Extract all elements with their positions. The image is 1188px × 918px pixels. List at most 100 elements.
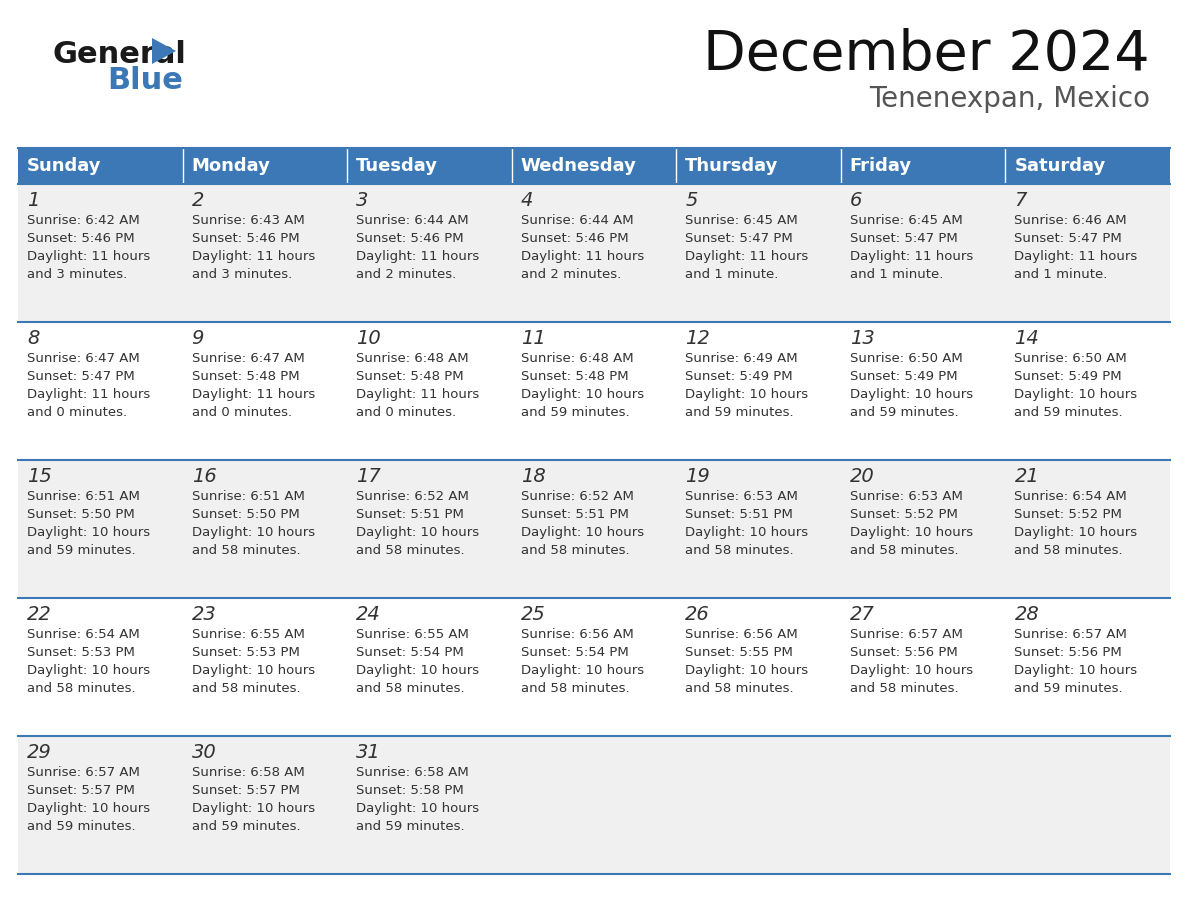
Text: 7: 7	[1015, 191, 1026, 210]
Text: Sunday: Sunday	[27, 157, 101, 175]
Bar	[347, 460, 512, 598]
Bar	[1005, 184, 1170, 322]
Bar	[676, 598, 841, 736]
Bar	[18, 148, 183, 184]
Bar	[1005, 148, 1170, 184]
Bar	[512, 460, 676, 598]
Text: 13: 13	[849, 329, 874, 348]
Text: Sunrise: 6:50 AM: Sunrise: 6:50 AM	[1015, 352, 1127, 365]
Bar	[676, 460, 841, 598]
Bar	[183, 322, 347, 460]
Text: Daylight: 10 hours: Daylight: 10 hours	[685, 388, 808, 401]
Text: Daylight: 10 hours: Daylight: 10 hours	[849, 388, 973, 401]
Bar	[18, 322, 183, 460]
Text: 4: 4	[520, 191, 533, 210]
Text: and 58 minutes.: and 58 minutes.	[27, 682, 135, 695]
Text: Sunset: 5:58 PM: Sunset: 5:58 PM	[356, 784, 463, 797]
Bar	[347, 184, 512, 322]
Text: 20: 20	[849, 467, 874, 486]
Text: Sunrise: 6:46 AM: Sunrise: 6:46 AM	[1015, 214, 1127, 227]
Bar	[18, 598, 183, 736]
Text: and 58 minutes.: and 58 minutes.	[1015, 544, 1123, 557]
Text: Daylight: 10 hours: Daylight: 10 hours	[849, 664, 973, 677]
Text: Sunrise: 6:57 AM: Sunrise: 6:57 AM	[1015, 628, 1127, 641]
Text: Daylight: 10 hours: Daylight: 10 hours	[191, 802, 315, 815]
Text: 21: 21	[1015, 467, 1040, 486]
Text: and 3 minutes.: and 3 minutes.	[27, 268, 127, 281]
Text: Sunset: 5:53 PM: Sunset: 5:53 PM	[191, 646, 299, 659]
Text: 23: 23	[191, 605, 216, 624]
Text: 1: 1	[27, 191, 39, 210]
Text: 2: 2	[191, 191, 204, 210]
Text: and 1 minute.: and 1 minute.	[849, 268, 943, 281]
Text: Sunset: 5:54 PM: Sunset: 5:54 PM	[356, 646, 463, 659]
Text: Daylight: 10 hours: Daylight: 10 hours	[849, 526, 973, 539]
Bar	[676, 184, 841, 322]
Bar	[347, 736, 512, 874]
Text: Daylight: 10 hours: Daylight: 10 hours	[27, 802, 150, 815]
Text: 18: 18	[520, 467, 545, 486]
Text: and 2 minutes.: and 2 minutes.	[356, 268, 456, 281]
Text: Daylight: 10 hours: Daylight: 10 hours	[191, 526, 315, 539]
Text: Sunset: 5:46 PM: Sunset: 5:46 PM	[191, 232, 299, 245]
Text: Daylight: 10 hours: Daylight: 10 hours	[520, 388, 644, 401]
Text: Sunset: 5:56 PM: Sunset: 5:56 PM	[1015, 646, 1123, 659]
Bar	[841, 322, 1005, 460]
Text: Sunset: 5:48 PM: Sunset: 5:48 PM	[191, 370, 299, 383]
Bar	[676, 322, 841, 460]
Text: Tenenexpan, Mexico: Tenenexpan, Mexico	[868, 85, 1150, 113]
Text: Sunrise: 6:45 AM: Sunrise: 6:45 AM	[849, 214, 962, 227]
Text: Sunset: 5:47 PM: Sunset: 5:47 PM	[849, 232, 958, 245]
Text: Blue: Blue	[107, 66, 183, 95]
Text: Sunset: 5:51 PM: Sunset: 5:51 PM	[685, 508, 794, 521]
Text: and 59 minutes.: and 59 minutes.	[191, 820, 301, 833]
Text: Daylight: 10 hours: Daylight: 10 hours	[520, 664, 644, 677]
Text: Thursday: Thursday	[685, 157, 778, 175]
Text: Sunset: 5:47 PM: Sunset: 5:47 PM	[27, 370, 134, 383]
Text: Sunrise: 6:54 AM: Sunrise: 6:54 AM	[27, 628, 140, 641]
Text: Tuesday: Tuesday	[356, 157, 438, 175]
Text: and 0 minutes.: and 0 minutes.	[27, 406, 127, 419]
Text: 17: 17	[356, 467, 381, 486]
Text: Monday: Monday	[191, 157, 271, 175]
Text: Daylight: 11 hours: Daylight: 11 hours	[27, 250, 150, 263]
Text: Sunrise: 6:51 AM: Sunrise: 6:51 AM	[191, 490, 304, 503]
Text: Sunset: 5:50 PM: Sunset: 5:50 PM	[27, 508, 134, 521]
Text: Friday: Friday	[849, 157, 912, 175]
Text: Daylight: 10 hours: Daylight: 10 hours	[1015, 526, 1138, 539]
Text: and 59 minutes.: and 59 minutes.	[685, 406, 794, 419]
Text: and 2 minutes.: and 2 minutes.	[520, 268, 621, 281]
Text: Daylight: 11 hours: Daylight: 11 hours	[356, 388, 480, 401]
Bar	[183, 460, 347, 598]
Text: and 3 minutes.: and 3 minutes.	[191, 268, 292, 281]
Text: Sunset: 5:57 PM: Sunset: 5:57 PM	[27, 784, 135, 797]
Bar	[18, 184, 183, 322]
Text: Sunrise: 6:52 AM: Sunrise: 6:52 AM	[520, 490, 633, 503]
Text: Sunset: 5:47 PM: Sunset: 5:47 PM	[1015, 232, 1123, 245]
Text: Sunset: 5:49 PM: Sunset: 5:49 PM	[1015, 370, 1121, 383]
Text: Daylight: 10 hours: Daylight: 10 hours	[27, 526, 150, 539]
Text: Sunset: 5:53 PM: Sunset: 5:53 PM	[27, 646, 135, 659]
Bar	[1005, 736, 1170, 874]
Text: Daylight: 10 hours: Daylight: 10 hours	[685, 664, 808, 677]
Text: Sunrise: 6:49 AM: Sunrise: 6:49 AM	[685, 352, 798, 365]
Bar	[1005, 322, 1170, 460]
Text: 12: 12	[685, 329, 710, 348]
Text: Sunset: 5:54 PM: Sunset: 5:54 PM	[520, 646, 628, 659]
Bar	[347, 148, 512, 184]
Bar	[676, 148, 841, 184]
Text: Sunrise: 6:57 AM: Sunrise: 6:57 AM	[27, 766, 140, 779]
Text: Sunset: 5:55 PM: Sunset: 5:55 PM	[685, 646, 794, 659]
Text: Sunrise: 6:47 AM: Sunrise: 6:47 AM	[27, 352, 140, 365]
Bar	[183, 598, 347, 736]
Text: and 58 minutes.: and 58 minutes.	[191, 682, 301, 695]
Text: Sunset: 5:51 PM: Sunset: 5:51 PM	[520, 508, 628, 521]
Text: Sunrise: 6:44 AM: Sunrise: 6:44 AM	[520, 214, 633, 227]
Text: 27: 27	[849, 605, 874, 624]
Text: 10: 10	[356, 329, 381, 348]
Text: Daylight: 11 hours: Daylight: 11 hours	[520, 250, 644, 263]
Text: and 59 minutes.: and 59 minutes.	[27, 820, 135, 833]
Text: Daylight: 10 hours: Daylight: 10 hours	[520, 526, 644, 539]
Text: and 58 minutes.: and 58 minutes.	[520, 682, 630, 695]
Text: and 59 minutes.: and 59 minutes.	[849, 406, 959, 419]
